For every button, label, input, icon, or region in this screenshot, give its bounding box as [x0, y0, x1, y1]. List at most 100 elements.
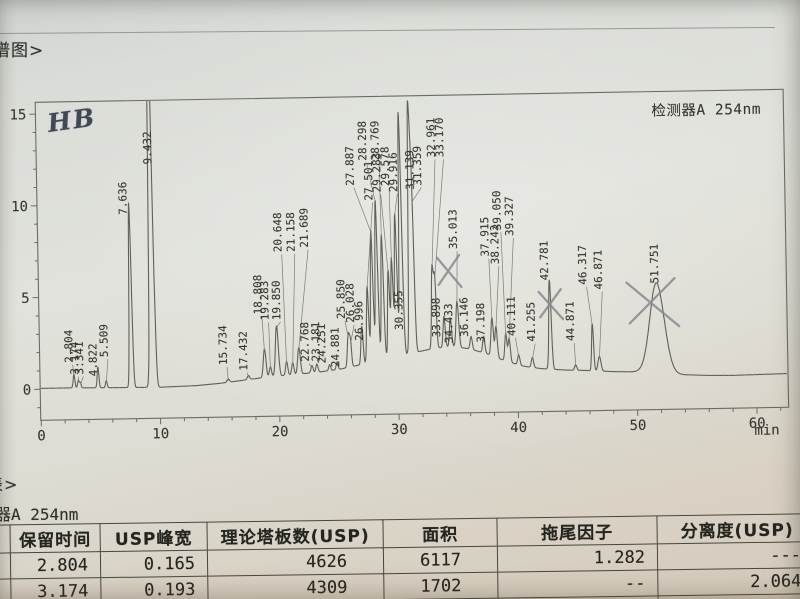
peak-leader-line [411, 187, 422, 203]
peak-leader-line [599, 291, 603, 359]
peak-results-table: 保留时间 USP峰宽 理论塔板数(USP) 面积 拖尾因子 分离度(USP) 2.804 0.… [0, 513, 800, 599]
peak-retention-label: 51.751 [648, 244, 662, 284]
table-cell: 0.193 [100, 576, 209, 599]
peak-leader-line [500, 232, 507, 336]
peak-leader-line [80, 376, 84, 385]
peak-leader-line [72, 364, 75, 377]
peak-leader-line [226, 367, 229, 381]
peak-retention-label: 37.198 [474, 303, 488, 343]
pencil-x-mark [537, 288, 565, 321]
peak-retention-label: 34.433 [442, 303, 456, 343]
page-title: 谱图> [0, 41, 45, 61]
peak-retention-label: 9.432 [141, 131, 155, 164]
pencil-x-stroke [437, 253, 461, 287]
peak-retention-label: 35.013 [446, 209, 460, 249]
peak-retention-label: 27.887 [343, 146, 357, 186]
peak-leader-line [495, 266, 500, 329]
table-header-cell: USP峰宽 [99, 522, 208, 552]
peak-retention-label: 39.327 [503, 196, 517, 236]
peak-retention-label: 25.850 [334, 279, 348, 319]
peak-retention-label: 22.768 [298, 322, 312, 362]
peak-leader-line [308, 363, 313, 368]
y-tick-label: 0 [23, 382, 32, 398]
peak-retention-label: 5.509 [97, 324, 111, 357]
pencil-x-mark [625, 277, 681, 328]
peak-retention-label: 21.689 [297, 208, 311, 248]
table-cell: 4626 [207, 547, 384, 577]
peak-leader-line [431, 159, 436, 272]
table-cell: 0.165 [100, 550, 208, 578]
peak-retention-label: 36.146 [457, 297, 471, 337]
table-cell-cutoff [0, 552, 11, 580]
peak-leader-line [268, 322, 271, 369]
table-cell-cutoff [0, 578, 12, 599]
detector-label: 检测器A 254nm [651, 101, 761, 120]
peak-retention-label: 39.050 [490, 190, 504, 230]
chromatogram-chart: 0 10 20 30 40 50 60 min 0 5 10 15 检测器A 254nm 2.804 3.1… [9, 88, 790, 444]
peak-leader-line [281, 254, 287, 364]
peak-retention-label: 19.850 [270, 280, 284, 320]
peak-retention-label: 24.881 [328, 327, 342, 367]
table-cell: --- [657, 541, 800, 570]
x-tick-label: 20 [272, 424, 289, 440]
peak-retention-label: 31.139 [403, 150, 417, 190]
peak-retention-label: 32.961 [424, 118, 438, 158]
peak-retention-label: 2.804 [62, 329, 76, 363]
peak-retention-label: 26.028 [343, 283, 357, 323]
peak-retention-label: 46.871 [592, 250, 606, 290]
peak-retention-label: 38.242 [488, 224, 502, 264]
peak-retention-label: 18.808 [251, 275, 265, 315]
table-cell: 2.804 [10, 551, 101, 579]
peak-retention-label: 15.734 [216, 325, 230, 365]
x-tick-label: 30 [391, 422, 408, 438]
peak-leader-line [394, 193, 398, 216]
peak-retention-label: 46.317 [576, 245, 590, 285]
y-tick-label: 15 [9, 107, 26, 123]
peak-retention-label: 7.636 [116, 182, 130, 215]
peak-retention-label: 3.341 [73, 341, 87, 374]
peak-retention-label: 24.251 [315, 324, 329, 364]
peak-leader-line [586, 286, 593, 326]
peak-leader-line [573, 342, 577, 367]
peak-retention-label: 33.170 [433, 117, 447, 157]
peak-retention-label: 44.871 [564, 301, 578, 341]
peak-retention-label: 29.578 [378, 146, 392, 186]
peak-leader-line [366, 162, 376, 202]
peak-retention-label: 21.158 [284, 212, 298, 252]
peak-retention-label: 17.432 [237, 331, 251, 371]
peak-retention-label: 27.501 [362, 161, 376, 201]
table-cell: 6117 [383, 546, 498, 574]
table-cell: 2.064 [657, 567, 800, 596]
peak-retention-label: 42.781 [538, 241, 552, 281]
peak-leader-line [292, 253, 296, 365]
table-cell: 4309 [207, 573, 385, 599]
y-tick-label: 10 [11, 199, 28, 215]
peak-retention-label: 26.996 [352, 301, 366, 341]
peak-leader-line [350, 324, 355, 345]
peak-leader-line [380, 194, 389, 272]
table-cell: 1702 [383, 572, 499, 599]
peak-leader-line [366, 202, 373, 288]
table-header-cell: 保留时间 [9, 523, 101, 553]
peak-retention-label: 31.359 [411, 146, 425, 186]
peak-leader-line [508, 238, 514, 341]
peak-retention-label: 41.255 [524, 302, 538, 342]
x-tick-label: 50 [629, 418, 646, 434]
y-tick-label: 5 [21, 291, 30, 307]
peak-retention-label: 30.355 [392, 290, 406, 330]
table-header-cell: 拖尾因子 [496, 515, 658, 547]
peak-leader-line [105, 359, 109, 383]
peak-leader-line [434, 159, 444, 281]
peak-leader-line [276, 321, 281, 328]
peak-retention-label: 28.298 [356, 121, 370, 161]
table-header-cell-cutoff [0, 524, 11, 554]
pencil-x-mark [435, 253, 463, 289]
pencil-x-stroke [537, 290, 565, 321]
detector-line-fragment: 器A 254nm [0, 505, 79, 524]
peak-leader-line [247, 372, 249, 378]
peak-results-table-wrap: 保留时间 USP峰宽 理论塔板数(USP) 面积 拖尾因子 分离度(USP) 2.804 0.… [0, 513, 800, 599]
peak-leader-line [378, 162, 382, 237]
peak-retention-label: 4.822 [86, 343, 100, 376]
peak-retention-label: 29.916 [387, 152, 401, 192]
